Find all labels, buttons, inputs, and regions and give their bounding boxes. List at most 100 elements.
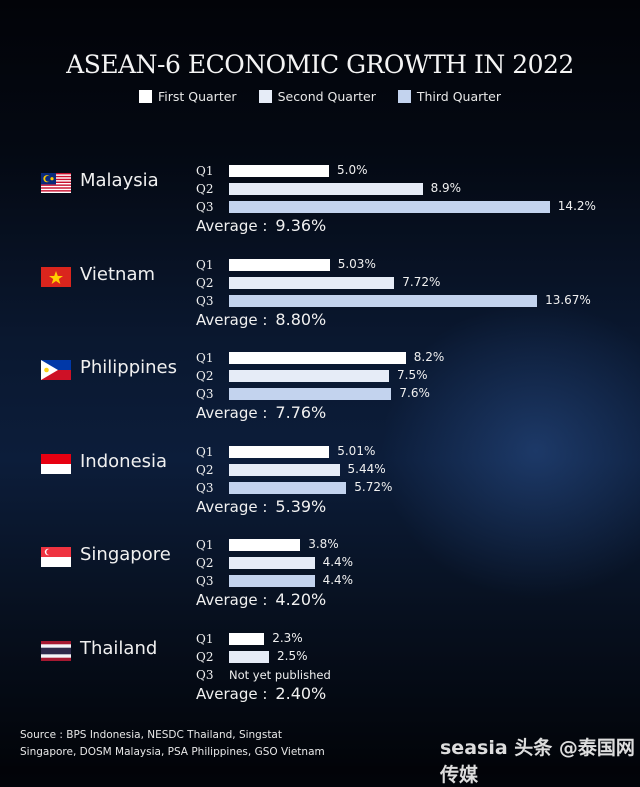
average-label: Average : bbox=[196, 591, 268, 610]
quarter-label: Q3 bbox=[196, 480, 214, 495]
flag-philippines-icon bbox=[41, 360, 71, 381]
average-row: Average : 4.20% bbox=[196, 590, 326, 609]
data-label: 7.5% bbox=[397, 368, 428, 383]
average-label: Average : bbox=[196, 404, 268, 423]
average-row: Average : 7.76% bbox=[196, 403, 326, 422]
legend-swatch bbox=[258, 90, 272, 103]
bar-malaysia-q3 bbox=[229, 201, 550, 213]
average-value: 4.20% bbox=[275, 590, 327, 610]
flag-indonesia-icon bbox=[41, 453, 71, 474]
data-label: 2.3% bbox=[272, 631, 303, 645]
data-label: 7.72% bbox=[402, 274, 441, 289]
quarter-label: Q3 bbox=[196, 574, 214, 589]
average-value: 9.36% bbox=[275, 216, 327, 235]
country-group-indonesia: Indonesia Q1 5.01% Q2 5.44% Q3 5.72% Average : 5… bbox=[0, 443, 640, 539]
quarter-label: Q1 bbox=[196, 444, 214, 459]
average-value: 8.80% bbox=[275, 309, 327, 329]
legend-label: Second Quarter bbox=[277, 89, 376, 104]
bar-vietnam-q3 bbox=[229, 294, 538, 307]
quarter-label: Q2 bbox=[196, 556, 214, 571]
country-group-philippines: Philippines Q1 8.2% Q2 7.5% Q3 7.6% Average : 7.… bbox=[0, 350, 640, 445]
quarter-label: Q1 bbox=[196, 538, 214, 553]
average-row: Average : 2.40% bbox=[196, 684, 326, 703]
not-published-note: Not yet published bbox=[229, 668, 331, 682]
legend-swatch bbox=[138, 90, 152, 103]
quarter-label: Q1 bbox=[196, 257, 214, 272]
legend-item: Second Quarter bbox=[258, 89, 376, 104]
quarter-label: Q2 bbox=[196, 182, 214, 196]
quarter-label: Q2 bbox=[196, 650, 214, 664]
country-name: Singapore bbox=[80, 544, 171, 566]
legend: First Quarter Second Quarter Third Quarter bbox=[0, 89, 640, 104]
country-group-singapore: Singapore Q1 3.8% Q2 4.4% Q3 4.4% Average : 4.20… bbox=[0, 537, 640, 632]
quarter-label: Q3 bbox=[196, 293, 214, 308]
average-value: 2.40% bbox=[275, 684, 327, 703]
chart-title: ASEAN-6 ECONOMIC GROWTH IN 2022 bbox=[66, 50, 574, 79]
quarter-label: Q2 bbox=[196, 275, 214, 290]
legend-item: First Quarter bbox=[138, 89, 237, 104]
data-label: 14.2% bbox=[557, 199, 596, 213]
quarter-label: Q2 bbox=[196, 369, 214, 384]
bar-philippines-q1 bbox=[229, 352, 406, 365]
country-name: Philippines bbox=[80, 357, 177, 379]
average-label: Average : bbox=[196, 685, 268, 703]
source-line: Singapore, DOSM Malaysia, PSA Philippine… bbox=[20, 746, 325, 758]
data-label: 8.2% bbox=[413, 350, 445, 365]
country-group-thailand: Thailand Q1 2.3% Q2 2.5% Q3 Not yet published A… bbox=[0, 631, 640, 726]
data-label: 5.01% bbox=[337, 443, 376, 458]
average-value: 7.76% bbox=[275, 403, 327, 423]
data-label: 4.4% bbox=[322, 573, 354, 588]
data-label: 8.9% bbox=[430, 181, 462, 195]
legend-label: Third Quarter bbox=[416, 89, 501, 104]
flag-vietnam-icon bbox=[41, 266, 71, 287]
average-label: Average : bbox=[196, 217, 268, 235]
data-label: 2.5% bbox=[277, 649, 308, 663]
average-row: Average : 5.39% bbox=[196, 497, 326, 516]
bar-singapore-q1 bbox=[229, 539, 301, 552]
data-label: 5.0% bbox=[337, 163, 368, 177]
bar-philippines-q3 bbox=[229, 388, 392, 401]
bar-philippines-q2 bbox=[229, 370, 389, 383]
average-label: Average : bbox=[196, 310, 268, 329]
data-label: 5.72% bbox=[354, 479, 393, 494]
quarter-label: Q3 bbox=[196, 200, 214, 214]
quarter-label: Q1 bbox=[196, 351, 214, 366]
quarter-label: Q3 bbox=[196, 668, 214, 682]
data-label: 5.44% bbox=[347, 461, 386, 476]
bar-singapore-q2 bbox=[229, 557, 315, 570]
bar-singapore-q3 bbox=[229, 575, 315, 588]
country-group-vietnam: Vietnam Q1 5.03% Q2 7.72% Q3 13.67% Average : 8.… bbox=[0, 256, 640, 352]
bar-indonesia-q1 bbox=[229, 445, 330, 458]
quarter-label: Q1 bbox=[196, 632, 214, 646]
country-group-malaysia: Malaysia Q1 5.0% Q2 8.9% Q3 14.2% Average : 9.36… bbox=[0, 163, 640, 258]
bar-indonesia-q2 bbox=[229, 463, 340, 476]
bar-malaysia-q2 bbox=[229, 183, 423, 195]
data-label: 13.67% bbox=[545, 292, 591, 307]
country-name: Vietnam bbox=[80, 263, 156, 285]
average-value: 5.39% bbox=[275, 496, 327, 516]
quarter-label: Q2 bbox=[196, 462, 214, 477]
source-line: Source : BPS Indonesia, NESDC Thailand, … bbox=[20, 729, 282, 741]
country-name: Indonesia bbox=[80, 450, 168, 472]
bar-thailand-q2 bbox=[229, 651, 269, 663]
country-name: Thailand bbox=[80, 638, 158, 659]
average-row: Average : 9.36% bbox=[196, 216, 326, 235]
average-label: Average : bbox=[196, 497, 268, 516]
legend-label: First Quarter bbox=[157, 89, 237, 104]
flag-malaysia-icon bbox=[41, 173, 71, 193]
flag-thailand-icon bbox=[41, 641, 71, 661]
background-city-image bbox=[380, 300, 640, 600]
watermark: seasia 头条 @泰国网传媒 bbox=[440, 737, 635, 786]
bar-thailand-q1 bbox=[229, 633, 265, 645]
data-label: 4.4% bbox=[322, 555, 354, 570]
data-label: 5.03% bbox=[337, 256, 376, 271]
bar-indonesia-q3 bbox=[229, 481, 347, 494]
average-row: Average : 8.80% bbox=[196, 310, 326, 329]
country-name: Malaysia bbox=[80, 170, 159, 191]
data-label: 3.8% bbox=[308, 537, 339, 552]
bar-vietnam-q2 bbox=[229, 276, 395, 289]
quarter-label: Q3 bbox=[196, 387, 214, 402]
quarter-label: Q1 bbox=[196, 164, 214, 178]
bar-malaysia-q1 bbox=[229, 165, 329, 177]
bar-vietnam-q1 bbox=[229, 258, 330, 271]
